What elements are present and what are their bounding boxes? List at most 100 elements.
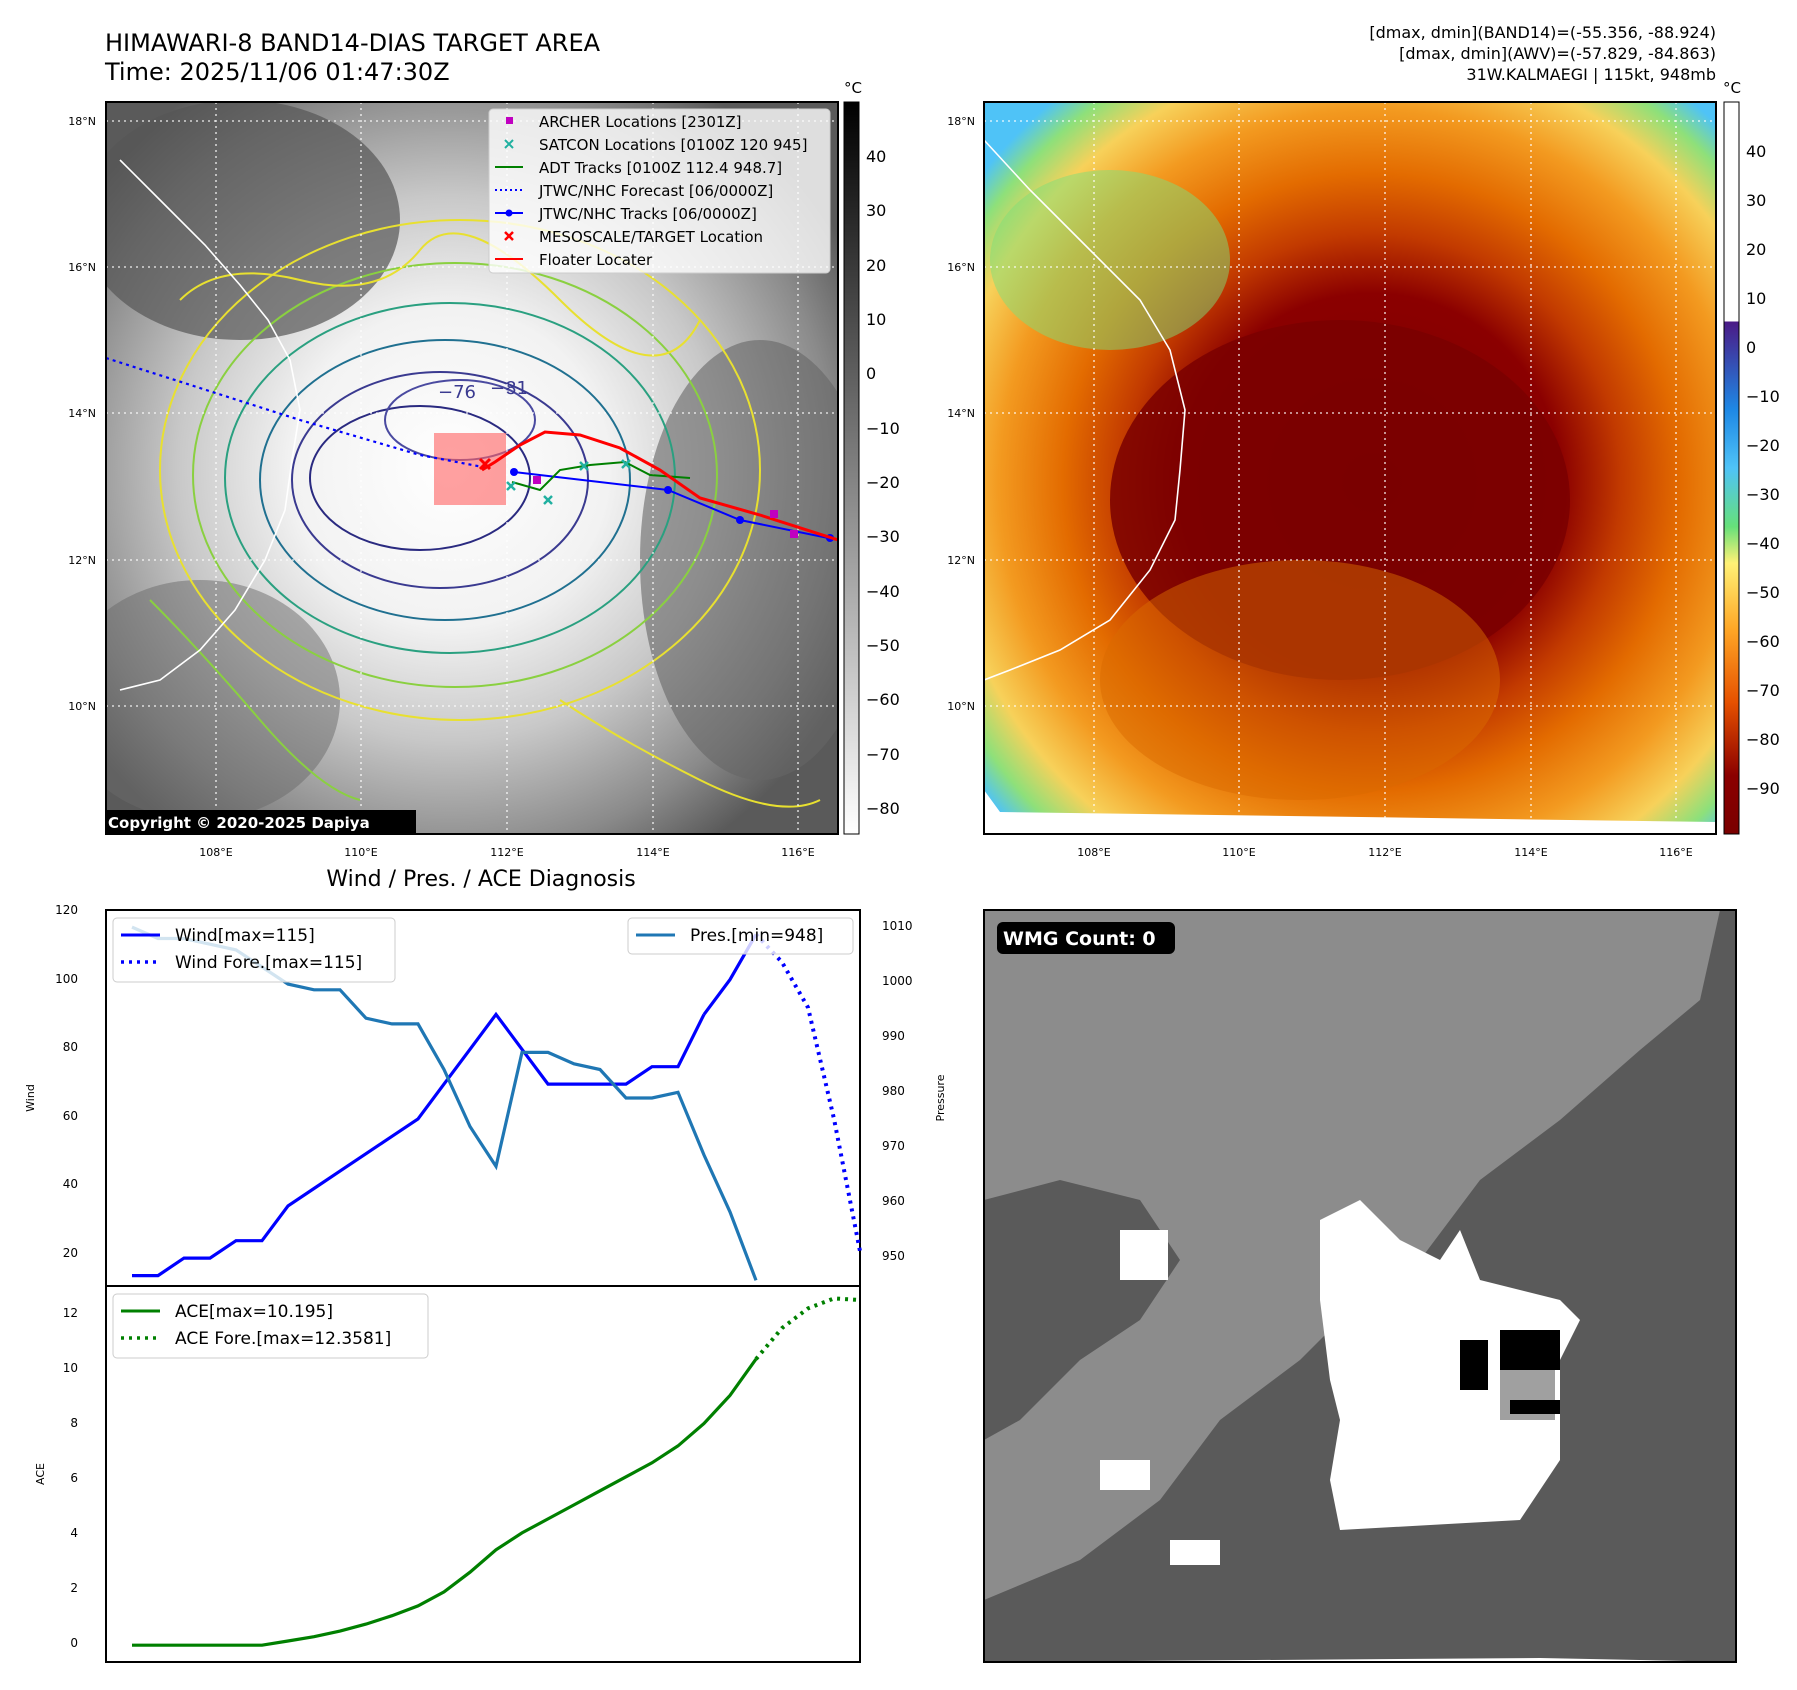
left-lat-16: 16°N (68, 261, 96, 274)
left-lat-12: 12°N (68, 554, 96, 567)
left-cbar-tick-30: 30 (866, 201, 886, 220)
ace-tick-12: 12 (63, 1306, 78, 1320)
left-cbar-tick-m80: −80 (866, 799, 900, 818)
legend-floater: Floater Locater (539, 251, 653, 269)
right-lat-18: 18°N (947, 115, 975, 128)
wind-axis-label: Wind (24, 1084, 37, 1112)
map-legend: ARCHER Locations [2301Z] SATCON Location… (488, 108, 831, 274)
pres-tick-970: 970 (882, 1139, 905, 1153)
legend-jtwc-tracks: JTWC/NHC Tracks [06/0000Z] (538, 205, 757, 223)
left-cbar-tick-m70: −70 (866, 745, 900, 764)
legend-ace: ACE[max=10.195] (175, 1302, 333, 1322)
left-lon-110: 110°E (344, 846, 377, 859)
legend-target-marker (504, 231, 514, 241)
pres-tick-1000: 1000 (882, 974, 913, 988)
right-lat-12: 12°N (947, 554, 975, 567)
pres-tick-960: 960 (882, 1194, 905, 1208)
left-lon-114: 114°E (636, 846, 669, 859)
wmg-panel: WMG Count: 0 (983, 909, 1737, 1663)
left-lat-18: 18°N (68, 115, 96, 128)
right-cbar-tick-20: 20 (1746, 240, 1766, 259)
pres-tick-950: 950 (882, 1249, 905, 1263)
wind-tick-40: 40 (63, 1177, 78, 1191)
left-lon-108: 108°E (199, 846, 232, 859)
info-awv: [dmax, dmin](AWV)=(-57.829, -84.863) (1399, 44, 1716, 63)
right-lon-108: 108°E (1077, 846, 1110, 859)
pres-tick-1010: 1010 (882, 919, 913, 933)
diagnosis-title: Wind / Pres. / ACE Diagnosis (326, 867, 635, 892)
left-cbar-tick-m20: −20 (866, 473, 900, 492)
right-lat-10: 10°N (947, 700, 975, 713)
ace-series-1 (754, 1296, 861, 1361)
legend-satcon: SATCON Locations [0100Z 120 945] (539, 136, 807, 154)
contour-label-81: −81 (490, 378, 528, 399)
right-colorbar: °C 40 30 20 10 0 −10 −20 −30 −40 −50 −60… (1723, 79, 1780, 835)
right-cbar-tick-m90: −90 (1746, 779, 1780, 798)
legend-mesoscale: MESOSCALE/TARGET Location (539, 228, 763, 246)
right-cbar-tick-m10: −10 (1746, 387, 1780, 406)
right-cbar-tick-0: 0 (1746, 338, 1756, 357)
target-area-box (434, 433, 506, 505)
right-cbar-tick-10: 10 (1746, 289, 1766, 308)
ace-legend: ACE[max=10.195] ACE Fore.[max=12.3581] (112, 1293, 429, 1359)
pres-tick-980: 980 (882, 1084, 905, 1098)
right-cbar-tick-m40: −40 (1746, 534, 1780, 553)
left-cbar-tick-m10: −10 (866, 419, 900, 438)
ace-plot (132, 1296, 861, 1647)
right-cbar-tick-40: 40 (1746, 142, 1766, 161)
wind-tick-20: 20 (63, 1246, 78, 1260)
info-storm: 31W.KALMAEGI | 115kt, 948mb (1466, 65, 1716, 84)
left-lon-116: 116°E (781, 846, 814, 859)
left-cbar-tick-10: 10 (866, 310, 886, 329)
legend-ace-fore: ACE Fore.[max=12.3581] (175, 1329, 391, 1349)
legend-jtwc-forecast: JTWC/NHC Forecast [06/0000Z] (538, 182, 773, 200)
ace-series-0 (132, 1358, 758, 1647)
ace-tick-8: 8 (70, 1416, 78, 1430)
left-map: −76 −81 (68, 101, 839, 859)
right-colorbar-unit: °C (1723, 79, 1741, 97)
floater-locater-track (481, 430, 838, 542)
left-lon-112: 112°E (490, 846, 523, 859)
left-lat-10: 10°N (68, 700, 96, 713)
right-lon-110: 110°E (1222, 846, 1255, 859)
wind-tick-120: 120 (55, 903, 78, 917)
right-cbar-tick-m20: −20 (1746, 436, 1780, 455)
right-cbar-tick-m80: −80 (1746, 730, 1780, 749)
legend-pressure: Pres.[min=948] (690, 926, 823, 946)
left-cbar-tick-20: 20 (866, 256, 886, 275)
jtwc-track (513, 471, 838, 541)
jtwc-forecast-track (106, 356, 489, 470)
copyright-label: Copyright © 2020-2025 Dapiya (108, 814, 370, 832)
legend-wind: Wind[max=115] (175, 926, 315, 946)
left-colorbar-unit: °C (844, 79, 862, 97)
right-cbar-tick-m30: −30 (1746, 485, 1780, 504)
right-map: 18°N 16°N 14°N 12°N 10°N 108°E 110°E 112… (947, 101, 1717, 859)
ace-tick-10: 10 (63, 1361, 78, 1375)
left-cbar-tick-0: 0 (866, 364, 876, 383)
left-cbar-tick-m60: −60 (866, 690, 900, 709)
right-lon-116: 116°E (1659, 846, 1692, 859)
legend-archer-marker (506, 117, 513, 124)
legend-wind-fore: Wind Fore.[max=115] (175, 953, 362, 973)
right-cbar-tick-m50: −50 (1746, 583, 1780, 602)
left-cbar-tick-m30: −30 (866, 527, 900, 546)
pressure-legend: Pres.[min=948] (627, 917, 854, 955)
right-lat-14: 14°N (947, 407, 975, 420)
wind-series-0 (132, 1011, 706, 1278)
figure-title: HIMAWARI-8 BAND14-DIAS TARGET AREA (105, 29, 601, 57)
wind-tick-80: 80 (63, 1040, 78, 1054)
right-lon-114: 114°E (1514, 846, 1547, 859)
wind-tick-60: 60 (63, 1109, 78, 1123)
left-colorbar: °C 40 30 20 10 0 −10 −20 −30 −40 −50 −60… (843, 79, 900, 835)
ace-tick-2: 2 (70, 1581, 78, 1595)
left-cbar-tick-m40: −40 (866, 582, 900, 601)
ace-tick-0: 0 (70, 1636, 78, 1650)
wind-legend: Wind[max=115] Wind Fore.[max=115] (112, 917, 396, 983)
wmg-count-label: WMG Count: 0 (1003, 928, 1156, 950)
right-cbar-tick-m70: −70 (1746, 681, 1780, 700)
ace-tick-4: 4 (70, 1526, 78, 1540)
adt-track (511, 460, 691, 492)
ace-tick-6: 6 (70, 1471, 78, 1485)
right-lat-16: 16°N (947, 261, 975, 274)
